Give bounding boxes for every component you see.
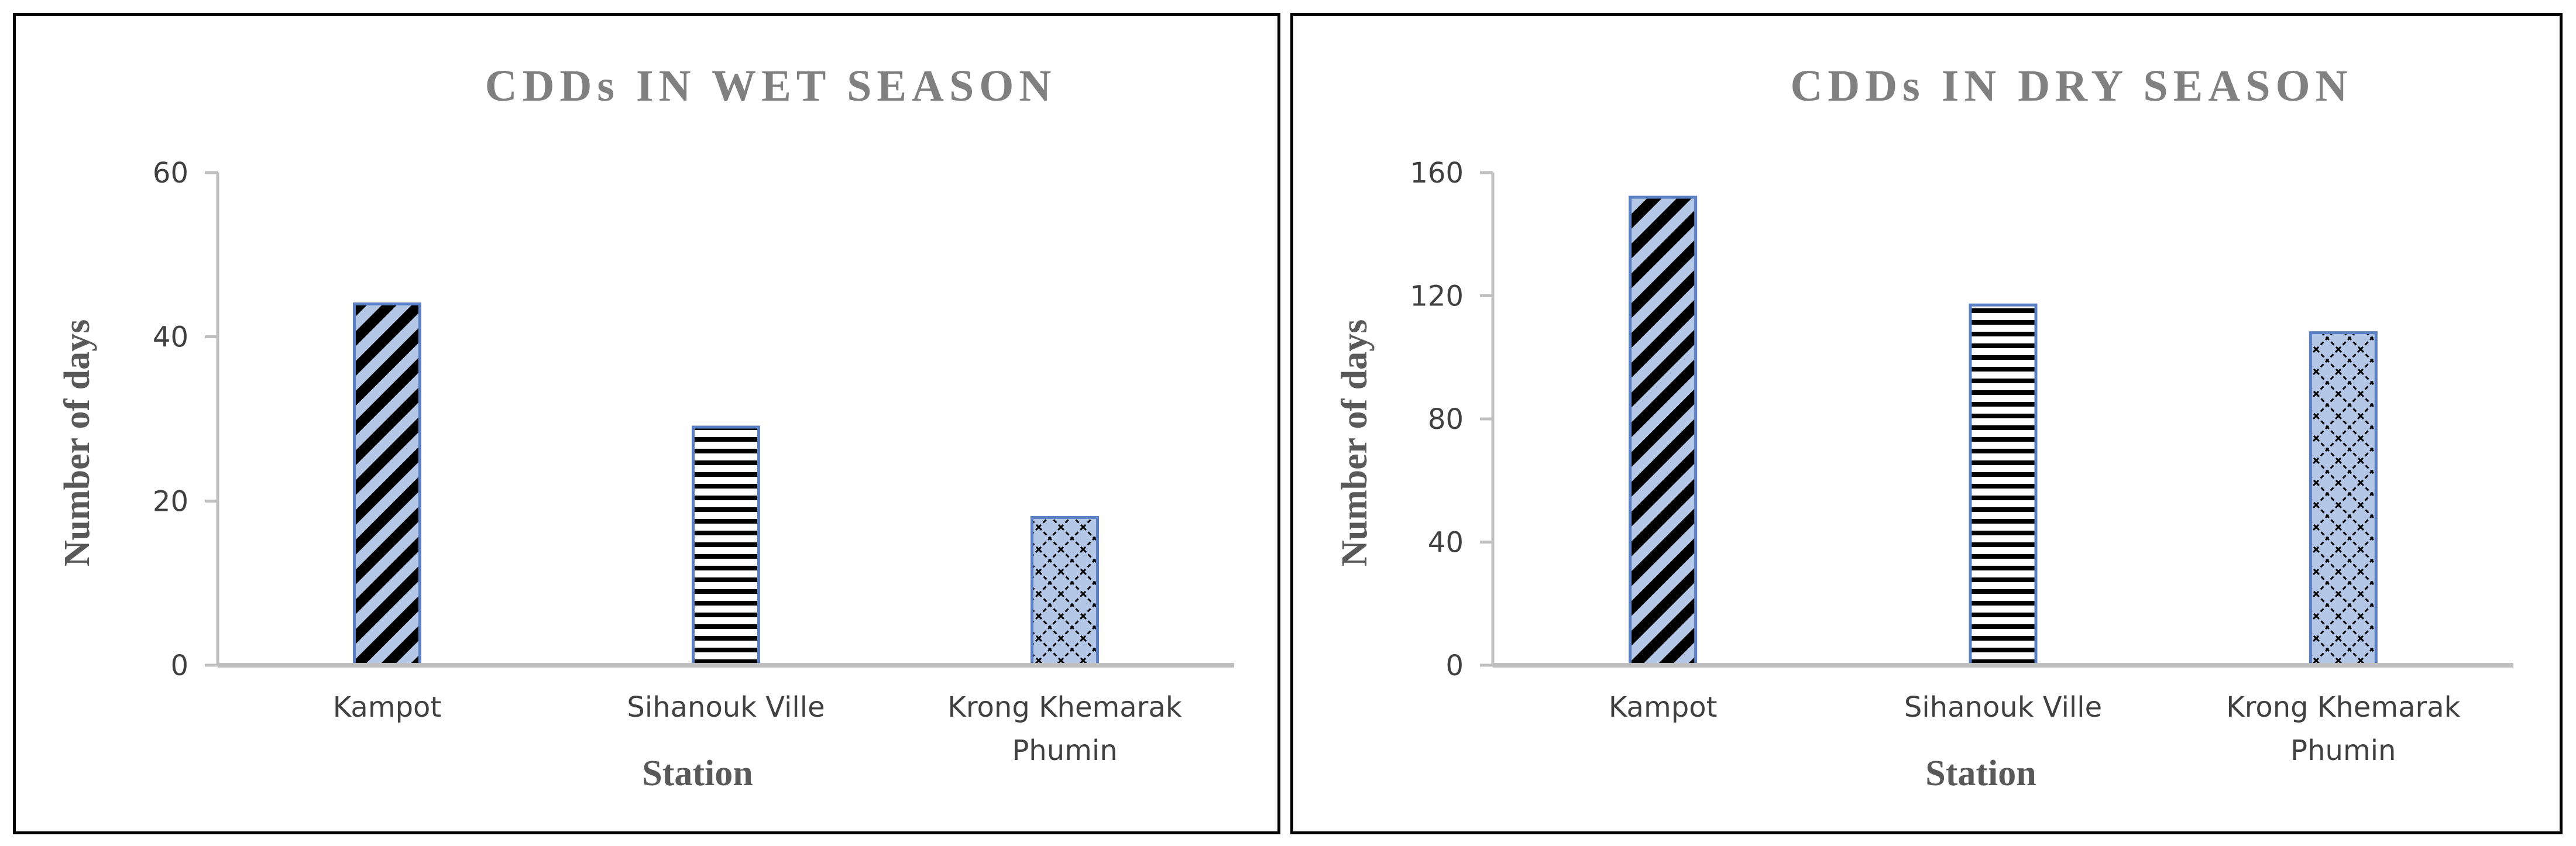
x-category-label: Krong Khemarak: [2226, 691, 2460, 724]
chart-title: CDDs IN WET SEASON: [485, 61, 1056, 111]
bar-krong-khemarak-phumin: [2309, 331, 2378, 667]
bar-krong-khemarak-phumin: [1031, 515, 1099, 667]
wet-season-chart-panel: CDDs IN WET SEASON Number of days Station 0…: [13, 13, 1280, 834]
x-category-label: Phumin: [1012, 734, 1117, 767]
y-tick-label: 0: [1445, 649, 1464, 682]
y-tick-label: 40: [153, 321, 188, 354]
bar-kampot: [1629, 195, 1698, 667]
y-tick-label: 80: [1428, 403, 1464, 436]
wet-season-chart: CDDs IN WET SEASON Number of days Station 0…: [57, 61, 1234, 793]
bar-kampot: [353, 302, 421, 667]
y-tick-label: 120: [1410, 280, 1464, 313]
x-category-label: Krong Khemarak: [947, 691, 1181, 724]
x-axis-title: Station: [642, 754, 753, 793]
x-axis-title: Station: [1925, 754, 2036, 793]
dry-season-chart: CDDs IN DRY SEASON Number of days Station 0…: [1335, 61, 2513, 793]
y-axis-title: Number of days: [57, 319, 97, 567]
x-category-label: Kampot: [1609, 691, 1717, 724]
x-category-label: Sihanouk Ville: [627, 691, 825, 724]
bar-sihanouk-ville: [1969, 303, 2038, 667]
y-tick-label: 0: [170, 649, 188, 682]
y-axis-title: Number of days: [1335, 319, 1375, 567]
chart-title: CDDs IN DRY SEASON: [1791, 61, 2353, 111]
y-tick-label: 20: [153, 485, 188, 518]
dry-season-chart-panel: CDDs IN DRY SEASON Number of days Station 0…: [1290, 13, 2563, 834]
x-category-label: Sihanouk Ville: [1904, 691, 2102, 724]
y-tick-label: 40: [1428, 527, 1464, 559]
y-tick-label: 160: [1410, 157, 1464, 190]
bar-sihanouk-ville: [692, 425, 760, 667]
x-category-label: Kampot: [333, 691, 441, 724]
y-tick-label: 60: [153, 157, 188, 190]
x-category-label: Phumin: [2290, 734, 2396, 767]
